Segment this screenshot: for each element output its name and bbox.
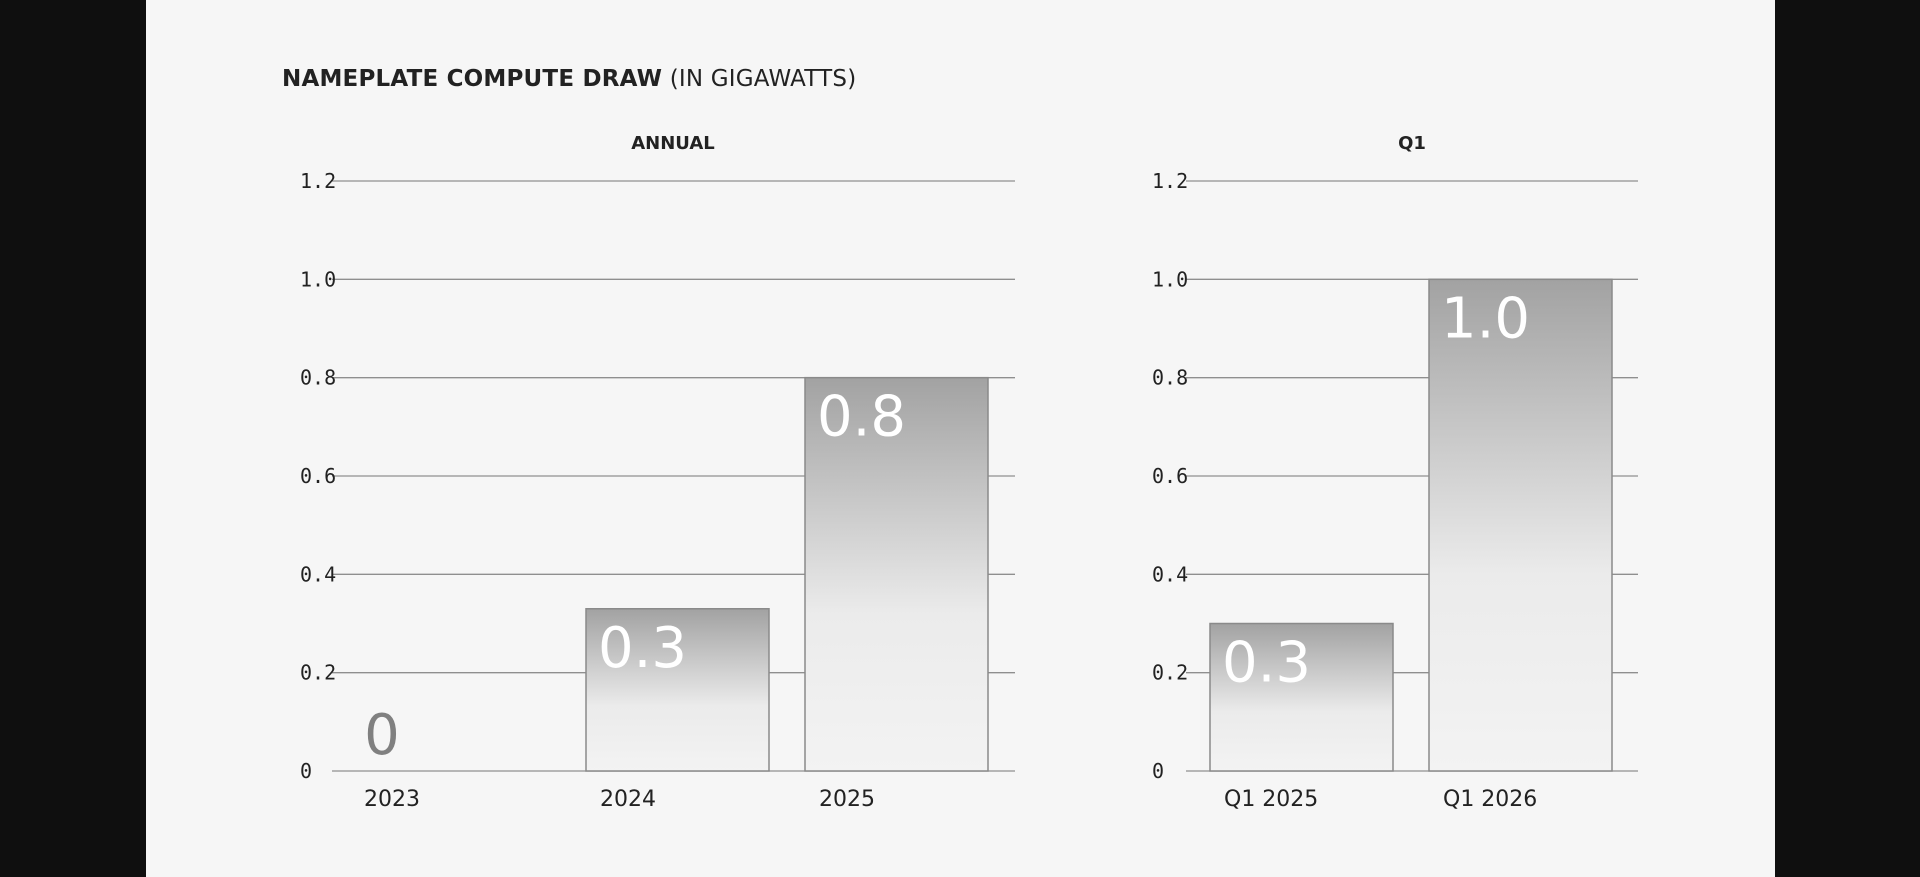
q1-chart: Q1 0 0.2 0.4 0.6 0.8 1.0 1.2 0.3 Q1 2025 1.0 Q1 202… [1152, 133, 1638, 812]
q1-bar-value-label: 1.0 [1441, 286, 1530, 351]
q1-bar [1209, 622, 1394, 772]
q1-category-label: Q1 2025 [1224, 787, 1318, 812]
q1-ytick-label: 1.0 [1152, 267, 1188, 291]
q1-bar-value-label: 0.3 [1222, 631, 1311, 696]
q1-ytick-label: 0.2 [1152, 661, 1188, 685]
q1-ytick-label: 0.8 [1152, 366, 1188, 390]
annual-ytick-label: 0 [300, 759, 312, 783]
annual-subplot-title: ANNUAL [631, 133, 715, 154]
annual-bar [585, 608, 770, 772]
q1-ytick-label: 1.2 [1152, 169, 1188, 193]
annual-category-label: 2023 [364, 787, 420, 812]
annual-ytick-label: 0.8 [300, 366, 336, 390]
q1-subplot-title: Q1 [1398, 133, 1426, 154]
annual-ytick-label: 0.2 [300, 661, 336, 685]
annual-bar-value-label: 0.8 [817, 385, 906, 450]
annual-chart: ANNUAL 0 0.2 0.4 0.6 0.8 1.0 1.2 0 2023 0.3 2024 0.8… [300, 133, 1015, 812]
annual-bar-value-label: 0 [364, 703, 400, 768]
annual-bar [804, 376, 989, 772]
annual-ytick-label: 1.2 [300, 169, 336, 193]
q1-ytick-label: 0 [1152, 759, 1164, 783]
annual-ytick-label: 0.6 [300, 464, 336, 488]
figure-title: NAMEPLATE COMPUTE DRAW (IN GIGAWATTS) [282, 66, 856, 92]
q1-category-label: Q1 2026 [1443, 787, 1537, 812]
q1-ytick-label: 0.4 [1152, 562, 1188, 586]
annual-bar-value-label: 0.3 [598, 616, 687, 681]
q1-bar [1428, 278, 1613, 772]
annual-category-label: 2024 [600, 787, 656, 812]
q1-ytick-label: 0.6 [1152, 464, 1188, 488]
annual-ytick-label: 0.4 [300, 562, 336, 586]
figure-title-sub: (IN GIGAWATTS) [669, 66, 857, 92]
figure-title-main: NAMEPLATE COMPUTE DRAW [282, 66, 663, 92]
annual-ytick-label: 1.0 [300, 267, 336, 291]
annual-category-label: 2025 [819, 787, 875, 812]
